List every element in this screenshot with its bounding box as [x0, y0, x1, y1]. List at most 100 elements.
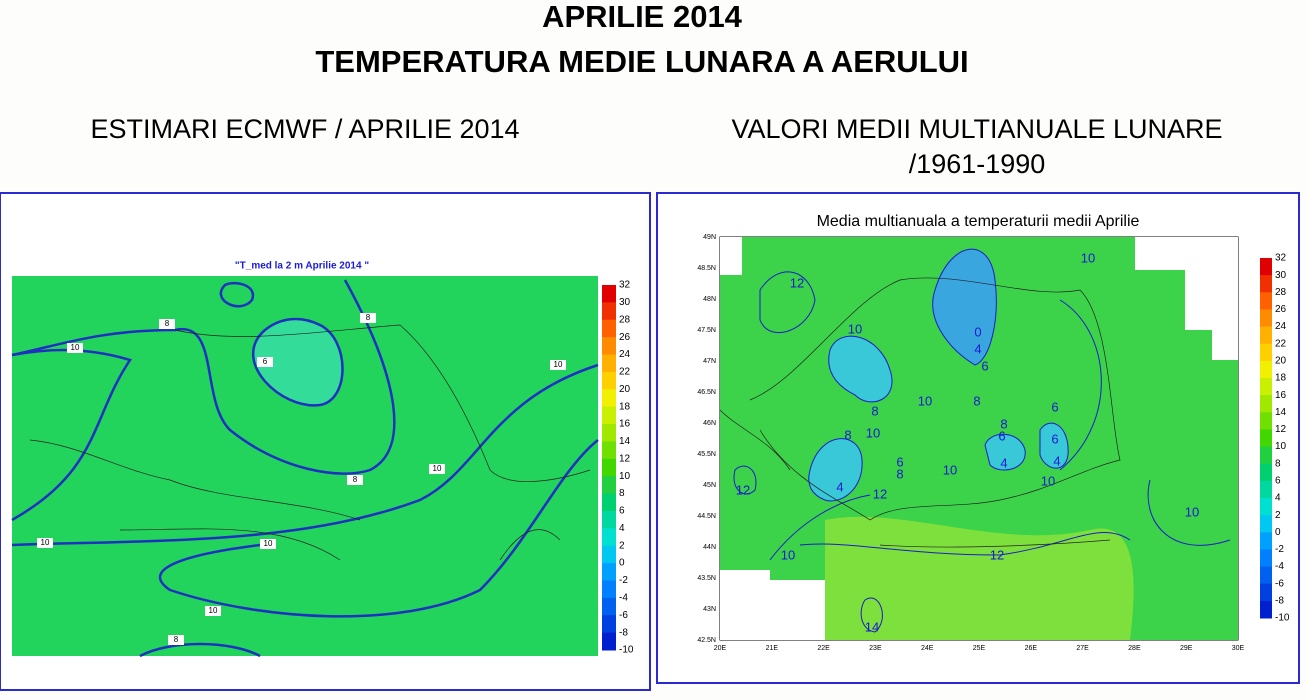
contour-label: 12 — [873, 486, 887, 501]
lon-label: 28E — [1128, 645, 1141, 652]
contour-label: 10 — [866, 425, 880, 440]
colorbar-swatch — [602, 406, 616, 425]
colorbar-swatch — [1260, 395, 1272, 413]
contour-label: 4 — [836, 479, 843, 494]
colorbar-label: -4 — [1275, 561, 1284, 572]
contour-label: 6 — [263, 357, 268, 366]
colorbar-swatch — [602, 528, 616, 547]
contour-label-box — [257, 357, 273, 367]
right-heading: /1961-1990 — [909, 149, 1046, 179]
colorbar-label: 12 — [619, 453, 631, 464]
lat-label: 48N — [703, 296, 716, 303]
colorbar-swatch — [602, 389, 616, 408]
lon-label: 30E — [1232, 645, 1245, 652]
contour-label: 8 — [844, 427, 851, 442]
contour-label: 6 — [1051, 399, 1058, 414]
colorbar-label: 20 — [619, 384, 631, 395]
colorbar-label: -6 — [619, 610, 628, 621]
colorbar-swatch — [1260, 429, 1272, 448]
colorbar-swatch — [1260, 498, 1272, 516]
contour-label: 10 — [1041, 473, 1055, 488]
colorbar-label: 8 — [1275, 458, 1281, 469]
lon-label: 29E — [1180, 645, 1193, 652]
contour-label: 4 — [1000, 455, 1007, 470]
colorbar-swatch — [602, 476, 616, 495]
right-axes: 49N 48.5N 48N 47.5N 47N 46.5N 46N 45.5N 45N 44.5N… — [697, 234, 1244, 652]
colorbar-swatch — [602, 337, 616, 356]
contour-label: 4 — [974, 341, 981, 356]
colorbar-label: 18 — [619, 401, 631, 412]
colorbar-label: 22 — [1275, 338, 1287, 349]
colorbar-label: 32 — [1275, 253, 1287, 264]
colorbar-swatch — [602, 563, 616, 581]
colorbar-label: 0 — [1275, 527, 1281, 538]
colorbar-swatch — [602, 302, 616, 321]
colorbar-label: 24 — [1275, 321, 1287, 332]
title-line: TEMPERATURA MEDIE LUNARA A AERULUI — [315, 44, 968, 79]
colorbar-label: 20 — [1275, 355, 1287, 366]
left-map — [11, 276, 599, 658]
colorbar-label: -4 — [619, 592, 628, 603]
contour-label: 8 — [973, 393, 980, 408]
contour-label: 10 — [943, 462, 957, 477]
contour-label: 8 — [353, 475, 358, 484]
lat-label: 47.5N — [697, 327, 716, 334]
contour-label-box — [67, 343, 83, 353]
colorbar-swatch — [602, 354, 616, 373]
colorbar-label: 2 — [619, 540, 625, 551]
contour-label: 10 — [918, 393, 932, 408]
contour-label: 6 — [981, 358, 988, 373]
lon-label: 26E — [1025, 645, 1038, 652]
colorbar-label: 2 — [1275, 510, 1281, 521]
contour-label: 8 — [1000, 416, 1007, 431]
colorbar-label: 0 — [619, 558, 625, 569]
colorbar-label: 16 — [1275, 390, 1287, 401]
colorbar-label: 26 — [619, 332, 631, 343]
lat-label: 47N — [703, 358, 716, 365]
colorbar-label: 14 — [619, 436, 631, 447]
contour-label: 10 — [781, 547, 795, 562]
colorbar-label: 4 — [619, 523, 625, 534]
lat-label: 43N — [703, 606, 716, 613]
colorbar-swatch — [1260, 275, 1272, 293]
lat-label: 49N — [703, 234, 716, 241]
title-line: APRILIE 2014 — [542, 0, 743, 34]
colorbar-swatch — [1260, 326, 1272, 345]
colorbar-label: 8 — [619, 488, 625, 499]
contour-label: 10 — [209, 606, 218, 615]
colorbar-label: 28 — [619, 314, 631, 325]
colorbar-swatch — [1260, 309, 1272, 328]
colorbar-label: 32 — [619, 280, 631, 291]
colorbar-label: 6 — [619, 506, 625, 517]
colorbar-label: 28 — [1275, 287, 1287, 298]
colorbar-label: -8 — [1275, 595, 1284, 606]
colorbar-label: -8 — [619, 627, 628, 638]
lat-label: 46N — [703, 420, 716, 427]
colorbar-label: -2 — [619, 575, 628, 586]
contour-label-box — [360, 313, 376, 323]
lon-label: 25E — [973, 645, 986, 652]
colorbar-swatch — [1260, 446, 1272, 465]
colorbar-swatch — [1260, 360, 1272, 379]
colorbar-swatch — [1260, 412, 1272, 430]
colorbar-swatch — [602, 597, 616, 616]
lat-label: 42.5N — [697, 637, 716, 644]
lon-label: 23E — [869, 645, 882, 652]
colorbar-label: 10 — [1275, 441, 1287, 452]
contour-label-box — [37, 538, 53, 548]
map-title: Media multianuala a temperaturii medii A… — [817, 213, 1140, 230]
contour-label: 8 — [366, 313, 371, 322]
colorbar-label: 30 — [1275, 270, 1287, 281]
contour-label: 10 — [1185, 504, 1199, 519]
contour-label-box — [550, 360, 566, 370]
colorbar-swatch — [1260, 549, 1272, 568]
right-heading: VALORI MEDII MULTIANUALE LUNARE — [731, 114, 1222, 144]
contour-label: 10 — [554, 360, 563, 369]
contour-label: 10 — [433, 464, 442, 473]
colorbar-swatch — [1260, 378, 1272, 396]
colorbar-swatch — [602, 319, 616, 338]
colorbar-label: -6 — [1275, 578, 1284, 589]
